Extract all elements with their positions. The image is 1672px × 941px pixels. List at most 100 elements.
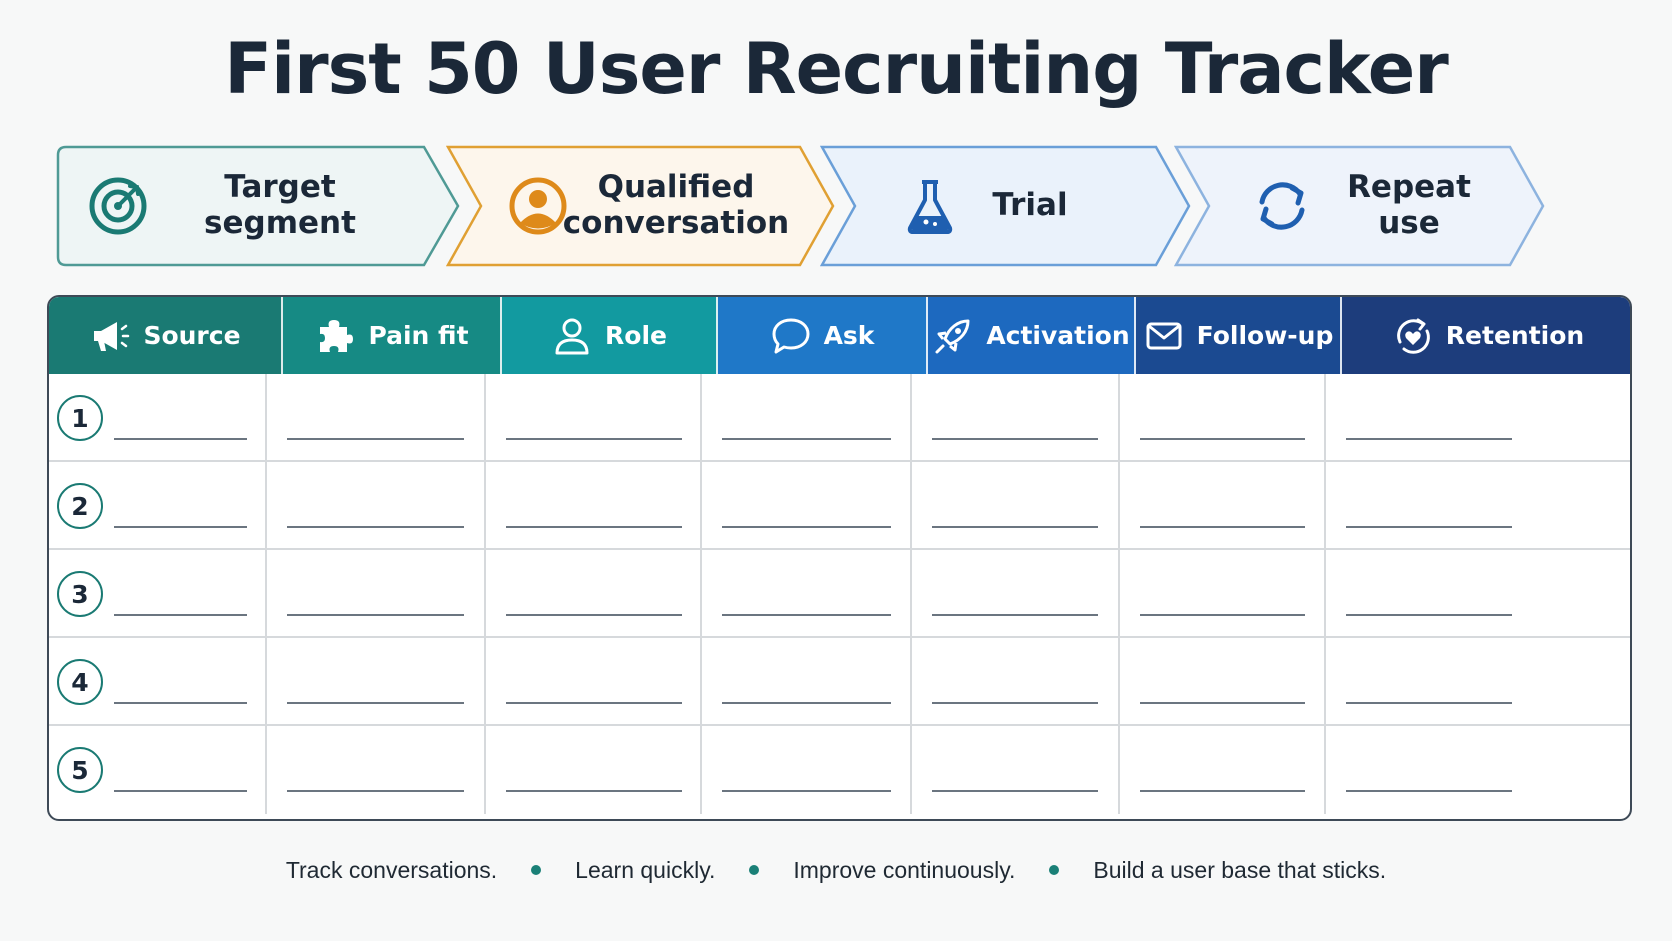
puzzle-icon bbox=[320, 319, 354, 352]
blank-line bbox=[932, 526, 1098, 528]
blank-line bbox=[1346, 790, 1512, 792]
table-row: 4 bbox=[49, 638, 1630, 726]
blank-line bbox=[722, 526, 891, 528]
stage-trial: Trial bbox=[820, 145, 1192, 267]
bullet-separator bbox=[1049, 865, 1060, 875]
blank-line bbox=[506, 614, 682, 616]
table-cell-role[interactable] bbox=[486, 374, 702, 462]
table-cell-follow-up[interactable] bbox=[1120, 462, 1326, 550]
table-cell-retention[interactable] bbox=[1326, 374, 1532, 462]
table-cell-activation[interactable] bbox=[912, 726, 1120, 814]
table-cell-source[interactable]: 3 bbox=[49, 550, 267, 638]
blank-line bbox=[506, 438, 682, 440]
table-cell-source[interactable]: 5 bbox=[49, 726, 267, 814]
blank-line bbox=[1140, 526, 1305, 528]
page-title: First 50 User Recruiting Tracker bbox=[224, 28, 1448, 110]
target-icon bbox=[89, 177, 147, 235]
blank-line bbox=[1140, 702, 1305, 704]
blank-line bbox=[1140, 790, 1305, 792]
table-cell-retention[interactable] bbox=[1326, 462, 1532, 550]
table-row: 2 bbox=[49, 462, 1630, 550]
table-cell-ask[interactable] bbox=[702, 374, 912, 462]
user-circle-icon bbox=[509, 177, 567, 235]
blank-line bbox=[932, 790, 1098, 792]
table-cell-role[interactable] bbox=[486, 462, 702, 550]
table-row: 5 bbox=[49, 726, 1630, 814]
table-cell-ask[interactable] bbox=[702, 726, 912, 814]
table-cell-follow-up[interactable] bbox=[1120, 638, 1326, 726]
column-header-activation: Activation bbox=[928, 297, 1136, 374]
blank-line bbox=[114, 702, 247, 704]
blank-line bbox=[506, 526, 682, 528]
table-cell-source[interactable]: 1 bbox=[49, 374, 267, 462]
stage-label: Trial bbox=[992, 187, 1068, 224]
table-cell-role[interactable] bbox=[486, 638, 702, 726]
table-cell-ask[interactable] bbox=[702, 462, 912, 550]
blank-line bbox=[114, 790, 247, 792]
table-cell-role[interactable] bbox=[486, 550, 702, 638]
table-cell-activation[interactable] bbox=[912, 374, 1120, 462]
table-cell-pain-fit[interactable] bbox=[267, 550, 486, 638]
footer-item: Improve continuously. bbox=[793, 856, 1016, 883]
blank-line bbox=[722, 790, 891, 792]
table-cell-source[interactable]: 4 bbox=[49, 638, 267, 726]
table-cell-follow-up[interactable] bbox=[1120, 374, 1326, 462]
row-number-badge: 3 bbox=[57, 571, 103, 617]
blank-line bbox=[722, 438, 891, 440]
column-header-label: Follow-up bbox=[1196, 321, 1334, 350]
table-cell-retention[interactable] bbox=[1326, 726, 1532, 814]
table-cell-ask[interactable] bbox=[702, 638, 912, 726]
blank-line bbox=[114, 526, 247, 528]
table-cell-activation[interactable] bbox=[912, 550, 1120, 638]
column-header-ask: Ask bbox=[718, 297, 928, 374]
table-cell-pain-fit[interactable] bbox=[267, 638, 486, 726]
blank-line bbox=[1140, 614, 1305, 616]
table-cell-retention[interactable] bbox=[1326, 550, 1532, 638]
flask-icon bbox=[907, 180, 953, 234]
heart-cycle-icon bbox=[1396, 318, 1430, 354]
envelope-icon bbox=[1146, 322, 1182, 349]
blank-line bbox=[506, 790, 682, 792]
column-header-pain-fit: Pain fit bbox=[283, 297, 502, 374]
stage-label: Qualified conversation bbox=[562, 169, 790, 241]
row-number-badge: 4 bbox=[57, 659, 103, 705]
column-header-role: Role bbox=[502, 297, 718, 374]
blank-line bbox=[1346, 614, 1512, 616]
funnel-stages: Target segment Qualified conversation Tr… bbox=[56, 145, 1642, 267]
blank-line bbox=[1346, 702, 1512, 704]
person-icon bbox=[555, 318, 589, 354]
column-header-label: Ask bbox=[823, 321, 875, 350]
chat-bubble-icon bbox=[772, 318, 810, 353]
blank-line bbox=[932, 438, 1098, 440]
blank-line bbox=[287, 790, 464, 792]
blank-line bbox=[722, 702, 891, 704]
row-number-badge: 2 bbox=[57, 483, 103, 529]
stage-label: Target segment bbox=[204, 169, 356, 241]
row-number-badge: 1 bbox=[57, 395, 103, 441]
table-cell-source[interactable]: 2 bbox=[49, 462, 267, 550]
blank-line bbox=[722, 614, 891, 616]
table-cell-follow-up[interactable] bbox=[1120, 726, 1326, 814]
rocket-icon bbox=[935, 319, 970, 353]
table-cell-role[interactable] bbox=[486, 726, 702, 814]
column-header-retention: Retention bbox=[1342, 297, 1630, 374]
table-row: 1 bbox=[49, 374, 1630, 462]
table-cell-activation[interactable] bbox=[912, 462, 1120, 550]
megaphone-icon bbox=[94, 321, 130, 351]
blank-line bbox=[287, 614, 464, 616]
table-cell-pain-fit[interactable] bbox=[267, 462, 486, 550]
table-cell-retention[interactable] bbox=[1326, 638, 1532, 726]
stage-repeat-use: Repeat use bbox=[1174, 145, 1546, 267]
table-cell-pain-fit[interactable] bbox=[267, 726, 486, 814]
blank-line bbox=[287, 438, 464, 440]
table-cell-ask[interactable] bbox=[702, 550, 912, 638]
table-cell-activation[interactable] bbox=[912, 638, 1120, 726]
blank-line bbox=[1346, 438, 1512, 440]
table-cell-follow-up[interactable] bbox=[1120, 550, 1326, 638]
table-row: 3 bbox=[49, 550, 1630, 638]
table-cell-pain-fit[interactable] bbox=[267, 374, 486, 462]
tracker-table: Source Pain fit Role Ask bbox=[47, 295, 1632, 821]
footer-item: Track conversations. bbox=[285, 856, 498, 883]
row-number-badge: 5 bbox=[57, 747, 103, 793]
blank-line bbox=[1346, 526, 1512, 528]
